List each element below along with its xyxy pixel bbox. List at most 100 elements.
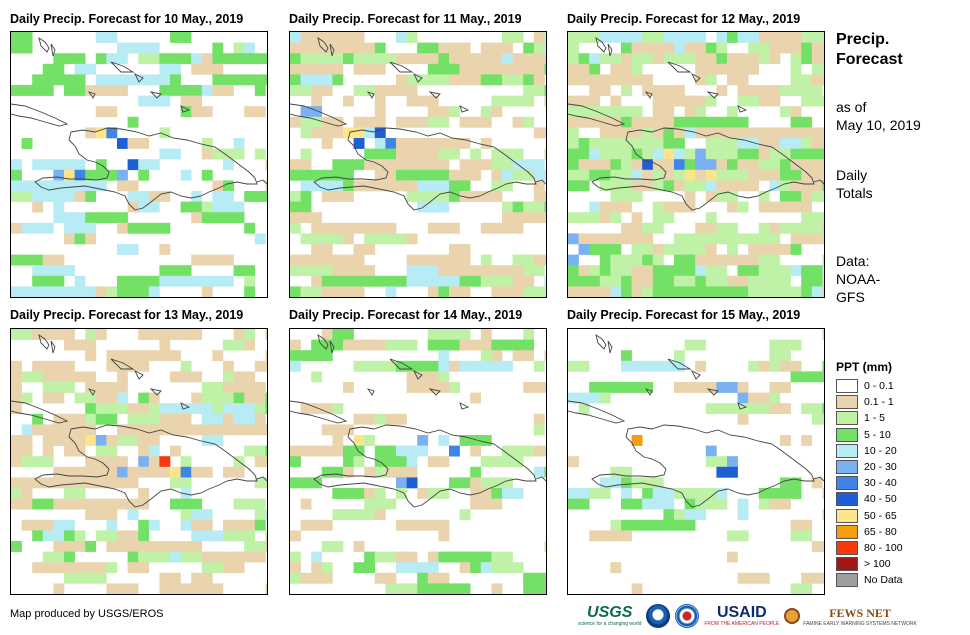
legend-label: 20 - 30 <box>864 461 897 474</box>
precip-cell <box>491 95 503 107</box>
precip-cell <box>290 74 301 86</box>
precip-cell <box>300 53 312 65</box>
precip-cell <box>148 466 160 478</box>
precip-cell <box>610 530 622 542</box>
precip-cell <box>769 169 781 181</box>
precip-cell <box>191 95 203 107</box>
precip-cell <box>311 42 323 54</box>
precip-cell <box>790 74 802 86</box>
precip-cell <box>406 116 418 128</box>
precip-cell <box>191 106 203 118</box>
precip-cell <box>290 212 301 224</box>
precip-cell <box>148 191 160 202</box>
precip-cell <box>74 413 86 425</box>
precip-cell <box>311 371 323 383</box>
precip-cell <box>822 169 824 181</box>
precip-cell <box>74 477 86 489</box>
precip-cell <box>290 339 301 351</box>
precip-cell <box>578 180 590 192</box>
cuba-outline <box>11 103 69 127</box>
agency-logos: USGS science for a changing world USAID … <box>578 602 922 630</box>
precip-cell <box>74 541 86 552</box>
precip-cell <box>674 488 685 499</box>
precip-cell <box>223 382 234 393</box>
precip-cell <box>191 85 203 96</box>
precip-cell <box>42 180 54 192</box>
precip-cell <box>396 148 407 160</box>
precip-cell <box>758 127 770 139</box>
precip-cell <box>758 286 770 297</box>
precip-cell <box>191 53 203 65</box>
precip-cell <box>64 424 75 436</box>
precip-cell <box>332 116 344 128</box>
precip-cell <box>32 413 44 425</box>
precip-cell <box>117 424 128 436</box>
precip-cell <box>191 254 203 266</box>
bahamas-island-outline <box>87 91 96 99</box>
precip-cell <box>332 74 344 86</box>
bahamas-island-outline <box>133 369 144 380</box>
precip-cell <box>417 191 429 202</box>
precip-cell <box>32 360 44 372</box>
precip-cell <box>244 424 256 436</box>
side-title-line2: Forecast <box>836 51 903 68</box>
precip-cell <box>106 413 118 425</box>
precip-cell <box>578 286 590 297</box>
precip-cell <box>364 265 376 277</box>
precip-cell <box>459 339 471 351</box>
precip-cell <box>374 63 386 75</box>
precip-cell <box>95 329 107 340</box>
precip-cell <box>533 424 545 436</box>
precip-cell <box>427 562 439 574</box>
precip-cell <box>212 201 224 213</box>
precip-cell <box>406 74 418 86</box>
precip-cell <box>106 32 118 43</box>
precip-cell <box>364 551 376 563</box>
precip-cell <box>544 350 546 362</box>
precip-cell <box>599 477 611 489</box>
precip-cell <box>106 530 118 542</box>
precip-cell <box>374 509 386 521</box>
precip-cell <box>610 562 622 574</box>
precip-cell <box>480 191 492 202</box>
legend-swatch <box>836 492 858 507</box>
precip-cell <box>610 519 622 531</box>
precip-cell <box>811 53 823 65</box>
precip-cell <box>74 435 86 446</box>
precip-cell <box>780 148 791 160</box>
precip-cell <box>406 477 418 489</box>
precip-cell <box>53 382 65 393</box>
precip-cell <box>53 392 65 404</box>
precip-cell <box>491 275 503 287</box>
precip-cell <box>254 148 266 160</box>
precip-cell <box>170 265 181 277</box>
precip-cell <box>53 159 65 171</box>
precip-cell <box>621 106 632 118</box>
precip-cell <box>811 85 823 96</box>
precip-cell <box>148 159 160 171</box>
precip-cell <box>290 350 301 362</box>
precip-cell <box>148 95 160 107</box>
precip-cell <box>748 275 760 287</box>
precip-cell <box>512 63 524 75</box>
precip-cell <box>21 445 33 457</box>
precip-cell <box>758 244 770 255</box>
precip-cell <box>737 74 749 86</box>
precip-cell <box>244 275 256 287</box>
precip-cell <box>127 509 139 521</box>
side-title-line1: Precip. <box>836 31 890 48</box>
precip-cell <box>610 254 622 266</box>
precip-cell <box>117 42 128 54</box>
precip-cell <box>85 286 97 297</box>
precip-cell <box>811 95 823 107</box>
precip-cell <box>159 403 171 415</box>
precip-cell <box>780 275 791 287</box>
precip-cell <box>106 392 118 404</box>
precip-cell <box>502 551 513 563</box>
precip-cell <box>716 488 728 499</box>
precip-cell <box>212 424 224 436</box>
precip-cell <box>138 286 150 297</box>
precip-cell <box>811 572 823 584</box>
precip-cell <box>589 63 601 75</box>
precip-grid <box>290 32 546 297</box>
